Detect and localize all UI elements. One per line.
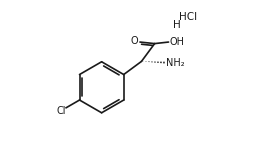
Text: O: O xyxy=(131,36,138,46)
Text: NH₂: NH₂ xyxy=(166,58,185,68)
Text: H: H xyxy=(173,20,181,30)
Text: OH: OH xyxy=(169,37,184,47)
Text: Cl: Cl xyxy=(56,106,66,116)
Text: HCl: HCl xyxy=(179,12,197,22)
